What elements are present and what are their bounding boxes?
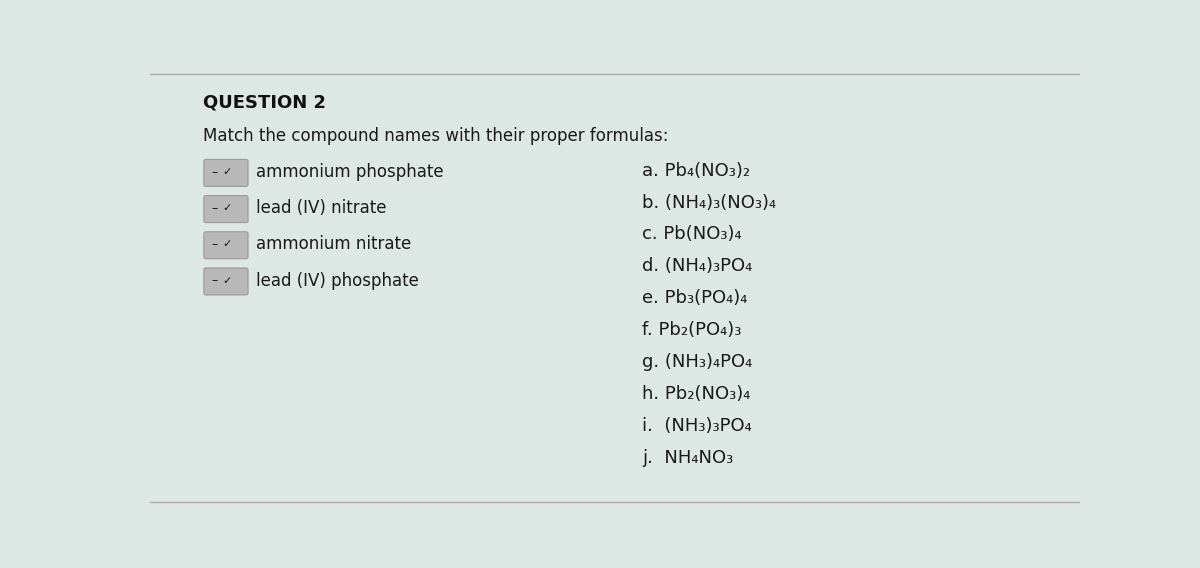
Text: h. Pb₂(NO₃)₄: h. Pb₂(NO₃)₄ (642, 385, 750, 403)
Text: ✓: ✓ (222, 275, 232, 286)
Text: lead (IV) nitrate: lead (IV) nitrate (256, 199, 386, 218)
Text: ammonium phosphate: ammonium phosphate (256, 163, 444, 181)
Text: e. Pb₃(PO₄)₄: e. Pb₃(PO₄)₄ (642, 289, 748, 307)
Text: lead (IV) phosphate: lead (IV) phosphate (256, 272, 419, 290)
Text: –: – (211, 238, 217, 251)
Text: i.  (NH₃)₃PO₄: i. (NH₃)₃PO₄ (642, 417, 752, 435)
FancyBboxPatch shape (204, 160, 248, 186)
Text: c. Pb(NO₃)₄: c. Pb(NO₃)₄ (642, 225, 742, 244)
Text: j.  NH₄NO₃: j. NH₄NO₃ (642, 449, 733, 467)
Text: ammonium nitrate: ammonium nitrate (256, 236, 412, 253)
Text: b. (NH₄)₃(NO₃)₄: b. (NH₄)₃(NO₃)₄ (642, 194, 776, 211)
Text: Match the compound names with their proper formulas:: Match the compound names with their prop… (203, 127, 668, 145)
Text: d. (NH₄)₃PO₄: d. (NH₄)₃PO₄ (642, 257, 752, 275)
Text: ✓: ✓ (222, 240, 232, 249)
FancyBboxPatch shape (204, 195, 248, 223)
Text: g. (NH₃)₄PO₄: g. (NH₃)₄PO₄ (642, 353, 752, 371)
Text: –: – (211, 274, 217, 287)
FancyBboxPatch shape (204, 268, 248, 295)
Text: QUESTION 2: QUESTION 2 (203, 94, 325, 111)
Text: –: – (211, 202, 217, 215)
Text: ✓: ✓ (222, 167, 232, 177)
Text: ✓: ✓ (222, 203, 232, 214)
FancyBboxPatch shape (204, 232, 248, 259)
Text: –: – (211, 166, 217, 178)
Text: f. Pb₂(PO₄)₃: f. Pb₂(PO₄)₃ (642, 321, 742, 339)
Text: a. Pb₄(NO₃)₂: a. Pb₄(NO₃)₂ (642, 161, 750, 179)
